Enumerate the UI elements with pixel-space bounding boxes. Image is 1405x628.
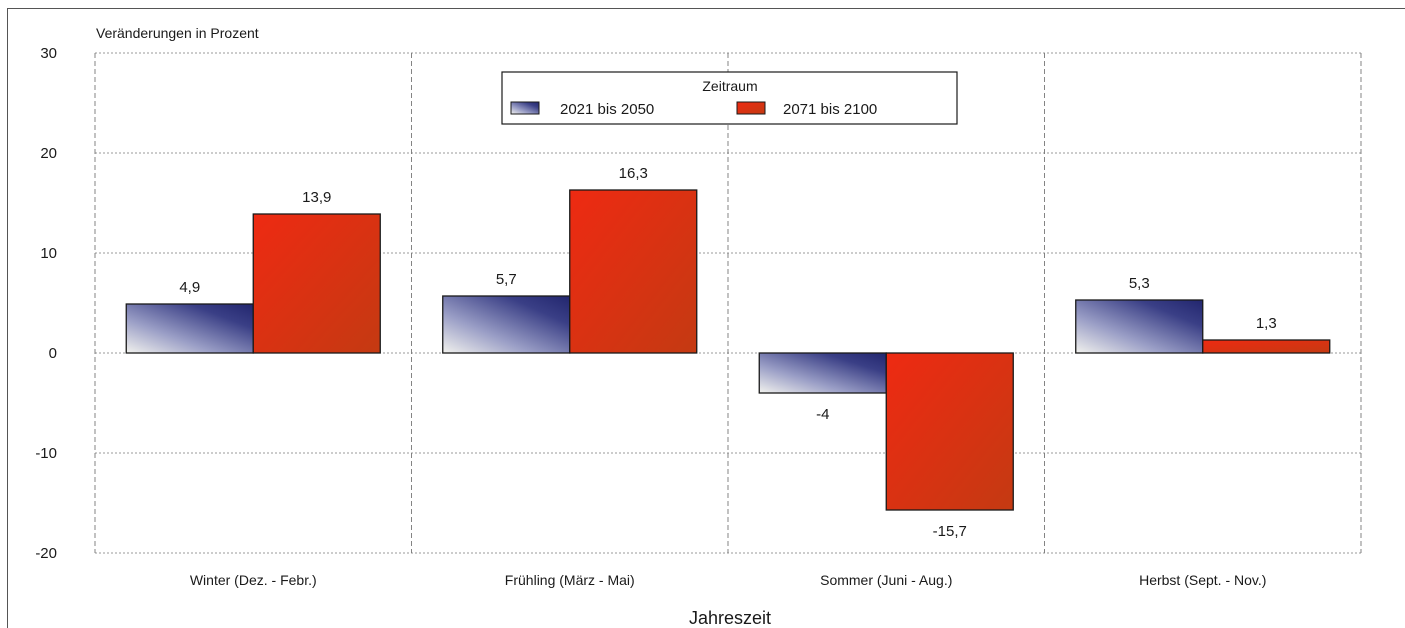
x-category-labels: Winter (Dez. - Febr.) Frühling (März - Ma…: [190, 572, 1267, 588]
legend-swatch-2071-2100: [736, 101, 766, 115]
y-tick-label: 20: [40, 145, 57, 162]
x-tick-label: Sommer (Juni - Aug.): [820, 572, 952, 588]
y-tick-label: -10: [35, 445, 57, 462]
y-tick-labels: 30 20 10 0 -10 -20: [35, 45, 57, 562]
y-tick-label: 10: [40, 245, 57, 262]
data-labels: 4,9 13,9 5,7 16,3 -4 -15,7 5,3 1,3: [179, 165, 1276, 540]
grid-lines: [94, 52, 1362, 554]
bar-2021-2050: [442, 295, 571, 354]
data-label: 5,3: [1129, 275, 1150, 292]
bar-2071-2100: [885, 352, 1014, 511]
y-tick-label: 30: [40, 45, 57, 62]
legend: Zeitraum 2021 bis 2050 2071 bis 2100: [501, 71, 958, 125]
legend-box: [501, 71, 958, 125]
bar-2021-2050: [758, 352, 887, 394]
y-axis-label: Veränderungen in Prozent: [96, 25, 259, 41]
y-tick-label: 0: [49, 345, 57, 362]
legend-label-2021-2050: 2021 bis 2050: [560, 101, 654, 118]
legend-swatch-2021-2050: [510, 101, 540, 115]
x-tick-label: Winter (Dez. - Febr.): [190, 572, 317, 588]
bar-2071-2100: [252, 213, 381, 354]
bars: [125, 189, 1331, 511]
data-label: 1,3: [1256, 315, 1277, 332]
legend-label-2071-2100: 2071 bis 2100: [783, 101, 877, 118]
data-label: 4,9: [179, 279, 200, 296]
bar-2021-2050: [1075, 299, 1204, 354]
data-label: 5,7: [496, 271, 517, 288]
data-label: 13,9: [302, 189, 331, 206]
data-label: -4: [816, 406, 829, 423]
bar-2021-2050: [125, 303, 254, 354]
data-label: 16,3: [619, 165, 648, 182]
legend-title: Zeitraum: [702, 78, 757, 94]
x-tick-label: Herbst (Sept. - Nov.): [1139, 572, 1266, 588]
x-axis-label: Jahreszeit: [689, 608, 771, 628]
data-label: -15,7: [933, 523, 967, 540]
y-tick-label: -20: [35, 545, 57, 562]
bar-2071-2100: [1202, 339, 1331, 354]
chart-frame: [7, 8, 1405, 628]
x-tick-label: Frühling (März - Mai): [505, 572, 635, 588]
bar-2071-2100: [569, 189, 698, 354]
